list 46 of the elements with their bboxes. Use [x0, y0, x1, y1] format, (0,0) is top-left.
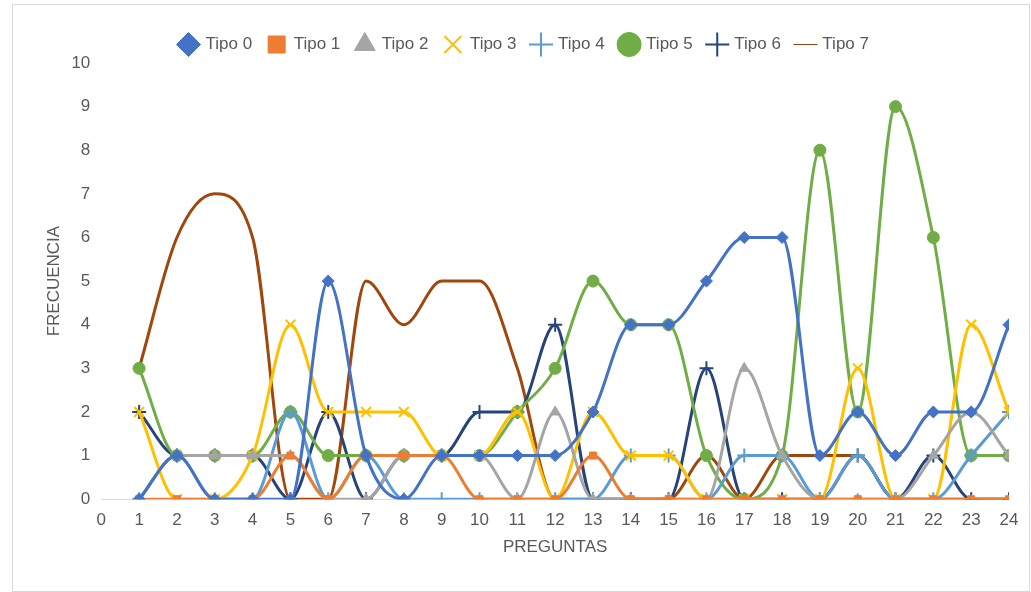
x-tick-label: 5	[285, 510, 296, 530]
legend-label: Tipo 6	[734, 34, 781, 54]
x-tick-label: 2	[172, 510, 182, 530]
legend-label: Tipo 2	[381, 34, 429, 54]
x-tick-label: 22	[923, 510, 943, 530]
y-tick-label: 9	[80, 96, 91, 116]
x-tick-label: 10	[470, 510, 489, 530]
x-tick-label: 4	[247, 510, 258, 530]
y-tick-label: 4	[80, 314, 91, 334]
y-tick-label: 2	[80, 401, 91, 421]
x-tick-label: 1	[134, 510, 144, 530]
x-tick-label: 13	[583, 510, 603, 530]
x-tick-label: 19	[810, 510, 830, 530]
x-tick-label: 15	[659, 510, 679, 530]
legend-label: Tipo 7	[822, 34, 869, 54]
x-tick-label: 21	[886, 510, 905, 530]
x-axis-title: PREGUNTAS	[502, 537, 608, 557]
legend-label: Tipo 3	[469, 34, 517, 54]
x-tick-label: 14	[621, 510, 641, 530]
legend-label: Tipo 1	[293, 34, 341, 54]
y-tick-label: 5	[80, 270, 91, 290]
x-tick-label: 0	[96, 510, 107, 530]
y-tick-label: 3	[80, 358, 91, 378]
y-tick-label: 8	[80, 139, 91, 159]
y-tick-label: 10	[71, 52, 91, 72]
x-tick-label: 18	[772, 510, 792, 530]
y-tick-label: 7	[80, 183, 91, 203]
legend-label: Tipo 0	[205, 34, 253, 54]
x-tick-label: 16	[696, 510, 716, 530]
x-tick-label: 6	[323, 510, 333, 530]
x-tick-label: 20	[848, 510, 868, 530]
x-tick-label: 3	[210, 510, 220, 530]
y-axis-title: FRECUENCIA	[43, 225, 63, 337]
x-tick-label: 8	[399, 510, 409, 530]
y-tick-label: 1	[80, 445, 91, 465]
x-tick-label: 11	[508, 510, 527, 530]
x-tick-label: 17	[734, 510, 754, 530]
legend-label: Tipo 5	[646, 34, 693, 54]
x-tick-label: 24	[999, 510, 1019, 530]
y-tick-label: 6	[80, 227, 91, 247]
x-tick-label: 7	[361, 510, 371, 530]
legend-label: Tipo 4	[558, 34, 605, 54]
x-tick-label: 23	[961, 510, 981, 530]
y-tick-label: 0	[80, 488, 91, 508]
x-tick-label: 12	[545, 510, 565, 530]
x-tick-label: 9	[436, 510, 447, 530]
